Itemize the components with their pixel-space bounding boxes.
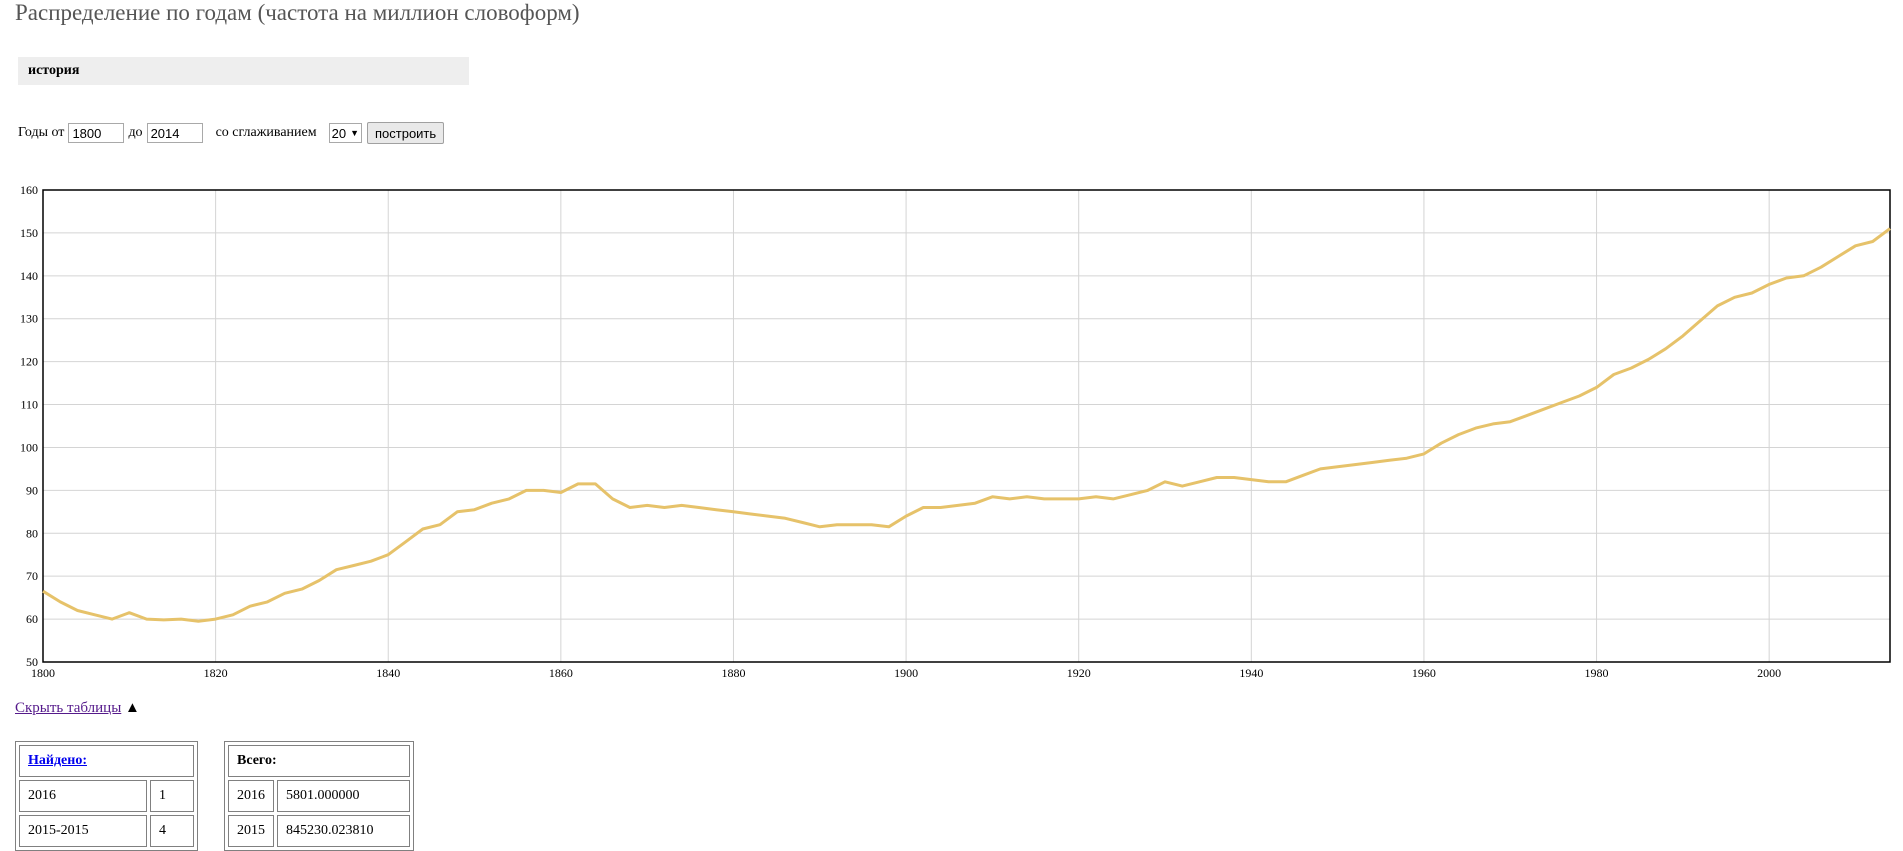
value-cell: 5801.000000	[277, 780, 410, 812]
x-tick-label: 2000	[1757, 666, 1781, 680]
x-tick-label: 1980	[1585, 666, 1609, 680]
plot-frame	[42, 189, 1891, 663]
y-tick-label: 90	[26, 483, 38, 497]
value-cell: 845230.023810	[277, 815, 410, 847]
y-tick-label: 130	[20, 312, 38, 326]
year-from-input[interactable]	[68, 123, 125, 143]
y-tick-label: 80	[26, 526, 38, 540]
y-tick-labels: 50 60 70 80 90 100 110 120 130 140 150 160	[20, 183, 38, 669]
year-controls: Годы от до со сглаживанием 20 ▼ построит…	[18, 122, 445, 144]
table-row: 2015-2015 4	[19, 815, 194, 847]
x-tick-label: 1800	[31, 666, 55, 680]
x-tick-labels: 1800 1820 1840 1860 1880 1900 1920 1940 1960 1980…	[31, 666, 1781, 680]
year-to-input[interactable]	[146, 123, 203, 143]
triangle-up-icon: ▲	[125, 700, 140, 716]
x-tick-label: 1860	[549, 666, 573, 680]
hide-tables-link[interactable]: Скрыть таблицы	[15, 700, 122, 716]
total-table: Всего: 2016 5801.000000 2015 845230.0238…	[224, 741, 414, 851]
y-tick-label: 100	[20, 440, 38, 454]
found-link[interactable]: Найдено:	[28, 753, 87, 768]
x-tick-label: 1940	[1239, 666, 1263, 680]
series-line	[42, 227, 1891, 623]
smoothing-label: со сглаживанием	[215, 125, 317, 140]
count-cell: 1	[150, 780, 194, 812]
y-tick-label: 50	[26, 655, 38, 669]
table-row: Найдено:	[19, 745, 194, 777]
x-gridlines	[42, 190, 1770, 662]
period-cell: 2016	[19, 780, 147, 812]
period-cell: 2015-2015	[19, 815, 147, 847]
page-title: Распределение по годам (частота на милли…	[15, 0, 580, 25]
table-row: Всего:	[228, 745, 410, 777]
smoothing-value: 20	[331, 125, 347, 141]
x-tick-label: 1840	[376, 666, 400, 680]
x-tick-label: 1960	[1412, 666, 1436, 680]
to-label: до	[128, 125, 143, 140]
y-gridlines	[43, 189, 1890, 663]
toggle-tables: Скрыть таблицы ▲	[15, 700, 140, 717]
table-row: 2016 1	[19, 780, 194, 812]
y-tick-label: 110	[20, 398, 38, 412]
y-tick-label: 70	[26, 569, 38, 583]
y-tick-label: 160	[20, 183, 38, 197]
y-tick-label: 120	[20, 355, 38, 369]
from-label: Годы от	[18, 125, 65, 140]
found-table: Найдено: 2016 1 2015-2015 4	[15, 741, 198, 851]
build-button[interactable]: построить	[366, 122, 445, 144]
table-row: 2016 5801.000000	[228, 780, 410, 812]
found-header-cell: Найдено:	[19, 745, 194, 777]
frequency-chart: 50 60 70 80 90 100 110 120 130 140 150 160 1800 1820…	[20, 183, 1891, 680]
smoothing-select[interactable]: 20 ▼	[328, 123, 362, 143]
query-term: история	[18, 57, 469, 85]
table-row: 2015 845230.023810	[228, 815, 410, 847]
year-cell: 2016	[228, 780, 274, 812]
x-tick-label: 1820	[204, 666, 228, 680]
year-cell: 2015	[228, 815, 274, 847]
x-tick-label: 1880	[721, 666, 745, 680]
x-tick-label: 1900	[894, 666, 918, 680]
y-tick-label: 140	[20, 269, 38, 283]
y-tick-label: 150	[20, 226, 38, 240]
chevron-down-icon: ▼	[350, 128, 359, 138]
count-cell: 4	[150, 815, 194, 847]
total-header-cell: Всего:	[228, 745, 410, 777]
x-tick-label: 1920	[1067, 666, 1091, 680]
y-tick-label: 60	[26, 612, 38, 626]
